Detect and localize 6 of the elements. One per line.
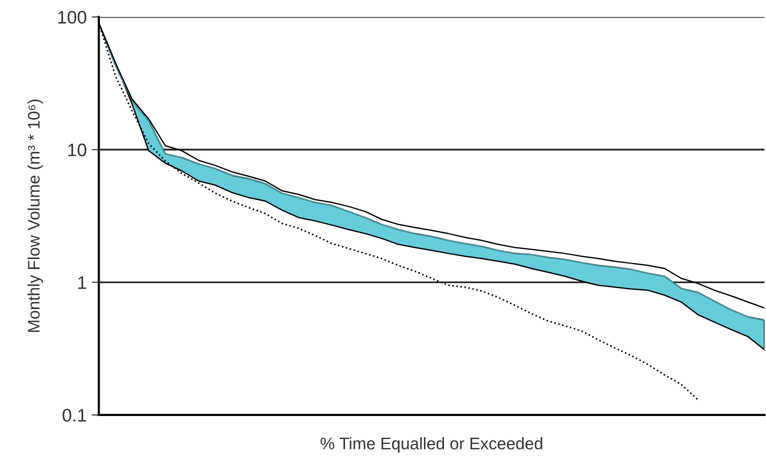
y-tick-label: 100: [58, 10, 86, 24]
y-tick-label: 1: [78, 276, 86, 289]
x-axis-title: % Time Equalled or Exceeded: [320, 437, 542, 453]
y-tick-label: 10: [68, 144, 86, 156]
y-tick-label: 0.1: [62, 408, 86, 422]
y-axis-title: Monthly Flow Volume (m³ * 10⁶): [27, 100, 43, 332]
